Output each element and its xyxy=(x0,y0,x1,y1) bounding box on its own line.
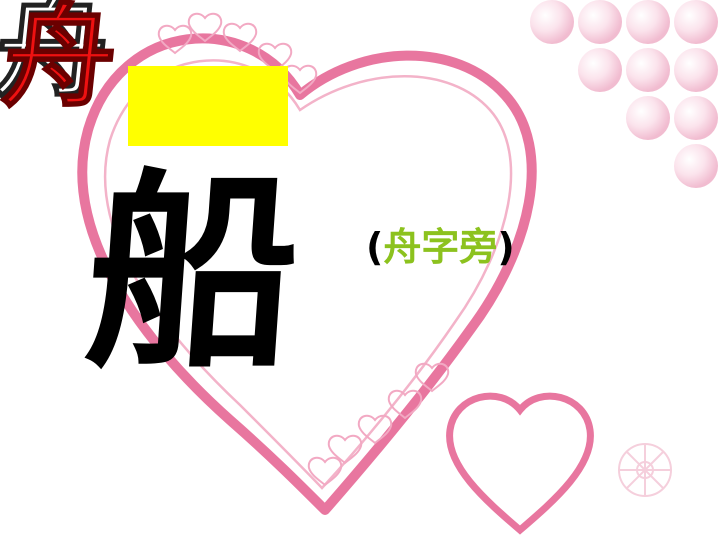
large-heart-shape xyxy=(77,33,537,515)
title-character: 舟 xyxy=(0,0,124,124)
main-character: 船 xyxy=(79,149,307,396)
bubble-decoration-group xyxy=(530,0,718,188)
hint-close-paren: ) xyxy=(497,225,515,269)
highlight-box[interactable] xyxy=(128,66,288,146)
radical-hint: (舟字旁) xyxy=(366,228,515,266)
hint-text: 舟字旁 xyxy=(383,225,498,269)
small-heart-shape xyxy=(446,392,594,535)
flower-decoration xyxy=(618,443,672,497)
hint-open-paren: ( xyxy=(366,225,384,269)
